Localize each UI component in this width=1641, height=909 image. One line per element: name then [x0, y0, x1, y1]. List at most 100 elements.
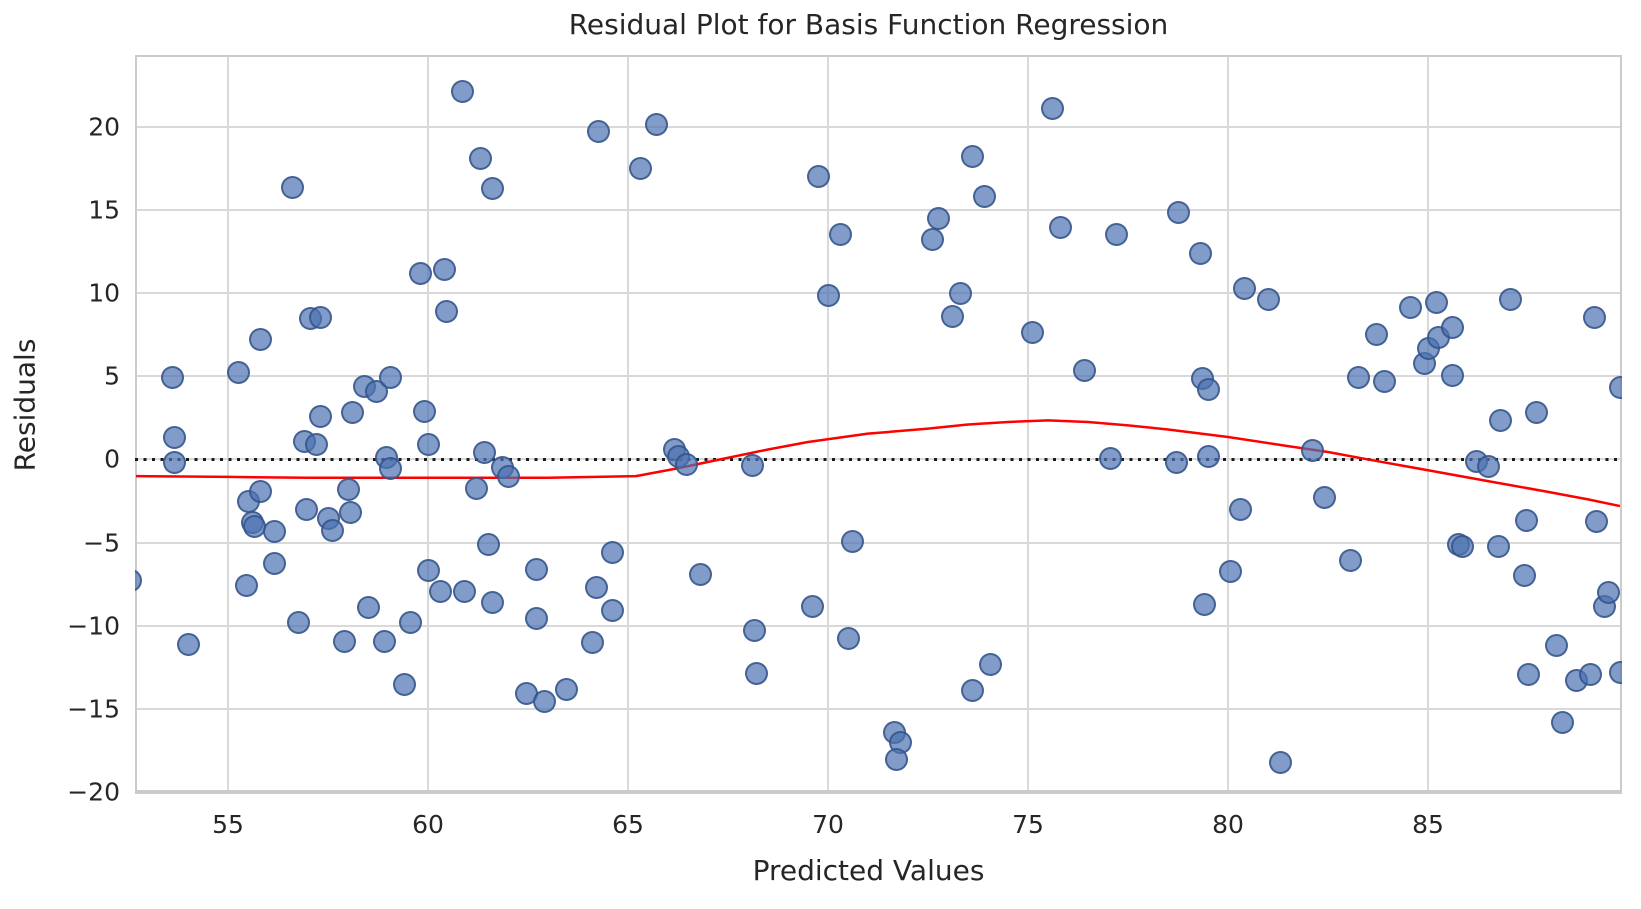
scatter-point — [242, 515, 266, 539]
scatter-point — [338, 501, 362, 525]
scatter-point — [1364, 323, 1388, 347]
scatter-point — [1268, 750, 1292, 774]
grid-x-line — [1027, 55, 1029, 794]
scatter-point — [1256, 288, 1280, 312]
scatter-point — [378, 457, 402, 481]
scatter-point — [332, 630, 356, 654]
scatter-point — [816, 284, 840, 307]
grid-y-line — [135, 375, 1622, 378]
scatter-point — [1218, 560, 1242, 584]
scatter-point — [1098, 447, 1122, 471]
scatter-point — [408, 261, 432, 285]
grid-y-line — [135, 458, 1622, 461]
scatter-point — [806, 165, 830, 188]
scatter-point — [450, 80, 474, 104]
x-tick-label: 55 — [212, 810, 244, 839]
scatter-point — [1338, 548, 1362, 572]
scatter-point — [452, 580, 476, 604]
scatter-point — [280, 175, 304, 199]
scatter-point — [884, 747, 908, 771]
scatter-point — [744, 661, 768, 685]
scatter-point — [1544, 633, 1568, 657]
x-tick-label: 70 — [812, 810, 844, 839]
scatter-point — [628, 156, 652, 180]
scatter-point — [262, 551, 286, 575]
scatter-point — [972, 184, 996, 208]
scatter-point — [1166, 200, 1190, 224]
x-tick-label: 80 — [1212, 810, 1244, 839]
scatter-point — [1104, 223, 1128, 247]
scatter-point — [524, 557, 548, 581]
scatter-point — [308, 404, 332, 428]
scatter-point — [920, 228, 944, 252]
scatter-point — [392, 672, 416, 696]
scatter-point — [1188, 241, 1212, 265]
scatter-point — [434, 299, 458, 323]
scatter-point — [320, 518, 344, 542]
scatter-point — [1164, 451, 1188, 475]
scatter-point — [840, 529, 864, 553]
scatter-point — [248, 328, 272, 352]
spine-top — [135, 55, 1622, 57]
line-layer — [135, 419, 1622, 508]
grid-y-line — [135, 208, 1622, 211]
spine-bottom — [135, 790, 1622, 794]
scatter-point — [1196, 445, 1220, 469]
y-tick-label: 10 — [88, 278, 120, 308]
grid-y-line — [135, 125, 1622, 128]
x-tick-label: 85 — [1412, 810, 1444, 839]
scatter-point — [580, 631, 604, 655]
scatter-point — [1578, 662, 1602, 686]
scatter-point — [480, 591, 504, 615]
x-tick-label: 65 — [612, 810, 644, 839]
scatter-point — [1232, 276, 1256, 300]
spine-right — [1620, 55, 1622, 794]
scatter-point — [828, 223, 852, 247]
scatter-point — [336, 477, 360, 501]
scatter-point — [476, 532, 500, 556]
scatter-point — [472, 441, 496, 465]
scatter-point — [356, 596, 380, 620]
x-tick-label: 75 — [1012, 810, 1044, 839]
scatter-point — [926, 206, 950, 230]
scatter-point — [480, 176, 504, 200]
grid-x-line — [227, 55, 229, 794]
scatter-point — [644, 113, 668, 137]
scatter-point — [304, 432, 328, 456]
grid-y-line — [135, 624, 1622, 627]
scatter-point — [1440, 363, 1464, 387]
scatter-point — [1584, 509, 1608, 533]
y-tick-label: −20 — [67, 777, 120, 807]
grid-y-line — [135, 292, 1622, 294]
scatter-point — [1228, 497, 1252, 521]
grid-y-line — [135, 708, 1622, 711]
scatter-point — [416, 432, 440, 456]
scatter-point — [378, 366, 402, 390]
scatter-point — [1398, 296, 1422, 320]
scatter-point — [248, 479, 272, 503]
scatter-point — [160, 366, 184, 390]
scatter-point — [286, 611, 310, 635]
scatter-point — [688, 562, 712, 586]
scatter-point — [464, 477, 488, 501]
scatter-point — [1476, 455, 1500, 479]
scatter-point — [948, 281, 972, 305]
scatter-point — [960, 145, 984, 169]
scatter-point — [226, 360, 250, 384]
scatter-point — [1486, 534, 1510, 558]
grid-y-line — [135, 541, 1622, 544]
scatter-point — [1488, 408, 1512, 432]
scatter-point — [162, 426, 186, 450]
scatter-point — [294, 497, 318, 521]
scatter-point — [1582, 306, 1606, 330]
y-tick-label: −15 — [67, 694, 120, 724]
scatter-point — [340, 401, 364, 425]
scatter-point — [1512, 563, 1536, 587]
scatter-point — [554, 678, 578, 702]
scatter-point — [1040, 96, 1064, 120]
scatter-point — [1514, 508, 1538, 532]
scatter-point — [1346, 366, 1370, 390]
scatter-point — [1424, 291, 1448, 315]
scatter-point — [432, 258, 456, 282]
